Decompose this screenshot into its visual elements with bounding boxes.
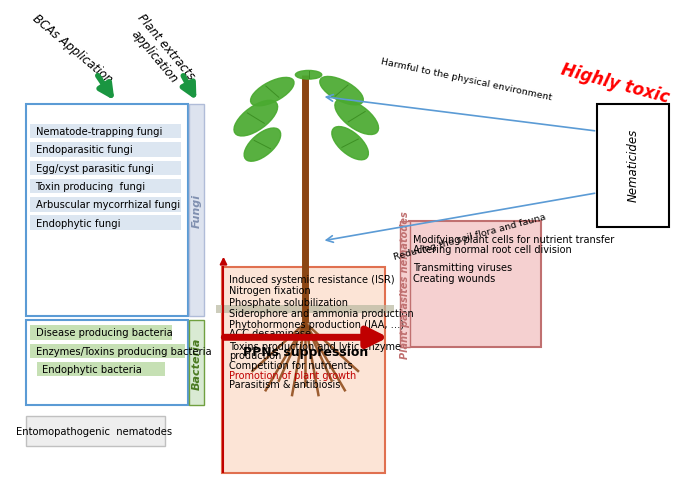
Text: BCAs Application: BCAs Application <box>30 12 115 86</box>
Ellipse shape <box>251 78 294 107</box>
Text: ACC desaminase: ACC desaminase <box>229 329 312 339</box>
FancyBboxPatch shape <box>30 124 181 139</box>
Text: Plant extracts
application: Plant extracts application <box>123 11 197 92</box>
Text: Endophytic bacteria: Endophytic bacteria <box>42 365 142 374</box>
FancyBboxPatch shape <box>26 104 188 316</box>
Text: Modifying plant cells for nutrient transfer: Modifying plant cells for nutrient trans… <box>413 234 614 244</box>
Text: Toxin producing  fungi: Toxin producing fungi <box>36 182 146 192</box>
Text: Arbuscular mycorrhizal fungi: Arbuscular mycorrhizal fungi <box>36 200 179 210</box>
Text: Nematicides: Nematicides <box>627 129 640 202</box>
Ellipse shape <box>244 129 281 162</box>
Text: Altering normal root cell division: Altering normal root cell division <box>413 244 571 255</box>
Text: PPNs suppression: PPNs suppression <box>242 345 368 358</box>
Text: Reducing the soil flora and fauna: Reducing the soil flora and fauna <box>393 213 547 262</box>
FancyBboxPatch shape <box>221 267 385 473</box>
Ellipse shape <box>332 127 369 161</box>
FancyBboxPatch shape <box>597 104 669 227</box>
Text: Enzymes/Toxins producing bacteria: Enzymes/Toxins producing bacteria <box>36 346 211 356</box>
FancyBboxPatch shape <box>216 305 395 314</box>
Text: Promotion of plant growth: Promotion of plant growth <box>229 370 357 380</box>
FancyBboxPatch shape <box>37 362 166 377</box>
FancyBboxPatch shape <box>26 416 165 446</box>
Text: Highly toxic: Highly toxic <box>559 61 671 107</box>
Text: Endoparasitic fungi: Endoparasitic fungi <box>36 145 132 155</box>
FancyBboxPatch shape <box>30 143 181 157</box>
Text: Nitrogen fixation: Nitrogen fixation <box>229 285 311 295</box>
Ellipse shape <box>320 77 363 106</box>
Text: Phytohormones production (IAA, …): Phytohormones production (IAA, …) <box>229 320 405 329</box>
FancyBboxPatch shape <box>30 180 181 194</box>
Text: Transmitting viruses: Transmitting viruses <box>413 263 512 273</box>
FancyBboxPatch shape <box>399 221 410 347</box>
Text: Siderophore and ammonia production: Siderophore and ammonia production <box>229 308 414 319</box>
Text: Fungi: Fungi <box>191 193 201 227</box>
Ellipse shape <box>335 100 379 135</box>
Ellipse shape <box>234 101 277 137</box>
FancyBboxPatch shape <box>30 216 181 230</box>
Text: Parasitism & antibiosis: Parasitism & antibiosis <box>229 380 341 390</box>
Ellipse shape <box>295 71 322 80</box>
Text: Entomopathogenic  nematodes: Entomopathogenic nematodes <box>16 426 173 436</box>
FancyBboxPatch shape <box>30 344 185 358</box>
FancyBboxPatch shape <box>30 325 172 340</box>
FancyBboxPatch shape <box>30 161 181 176</box>
Text: Bacteria: Bacteria <box>191 336 201 389</box>
FancyBboxPatch shape <box>30 198 181 212</box>
Text: Nematode-trapping fungi: Nematode-trapping fungi <box>36 127 162 137</box>
Text: Induced systemic resistance (ISR): Induced systemic resistance (ISR) <box>229 274 395 284</box>
FancyBboxPatch shape <box>188 321 204 405</box>
FancyBboxPatch shape <box>409 221 540 347</box>
Text: Creating wounds: Creating wounds <box>413 273 495 284</box>
Text: Phosphate solubilization: Phosphate solubilization <box>229 297 349 307</box>
FancyBboxPatch shape <box>188 104 204 316</box>
FancyBboxPatch shape <box>26 321 188 405</box>
Text: Disease producing bacteria: Disease producing bacteria <box>36 328 173 338</box>
Text: Egg/cyst parasitic fungi: Egg/cyst parasitic fungi <box>36 163 153 173</box>
Text: Endophytic fungi: Endophytic fungi <box>36 218 120 228</box>
Text: Toxins production and lytic enzyme: Toxins production and lytic enzyme <box>229 342 401 352</box>
Text: Plant parasites nematodes: Plant parasites nematodes <box>400 210 410 358</box>
Text: Competition for nutrients: Competition for nutrients <box>229 361 353 370</box>
Text: production: production <box>229 350 282 360</box>
Text: Harmful to the physical environment: Harmful to the physical environment <box>380 57 553 102</box>
